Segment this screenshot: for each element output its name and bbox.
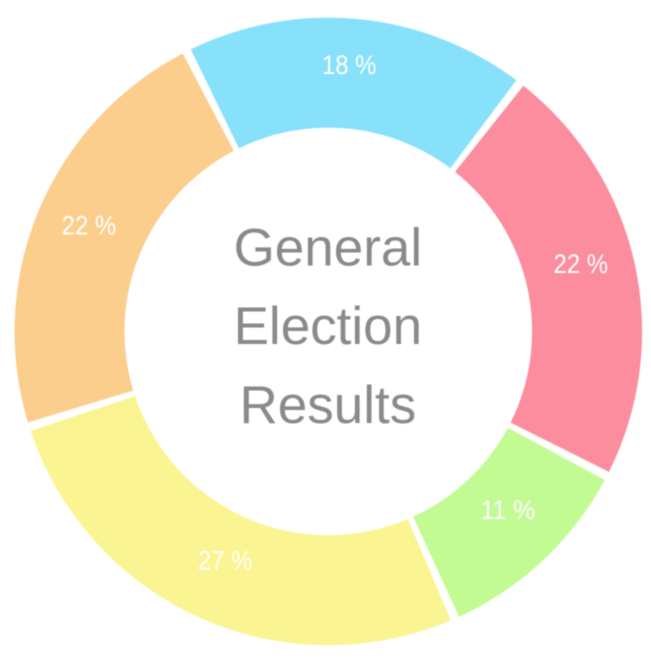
svg-text:18 %: 18 % (322, 50, 377, 80)
svg-text:General: General (234, 218, 423, 277)
svg-text:22 %: 22 % (62, 211, 117, 241)
svg-text:11 %: 11 % (481, 495, 536, 525)
svg-text:Election: Election (234, 297, 423, 356)
svg-text:Results: Results (239, 376, 416, 435)
svg-text:22 %: 22 % (554, 249, 609, 279)
svg-text:27 %: 27 % (198, 546, 253, 576)
